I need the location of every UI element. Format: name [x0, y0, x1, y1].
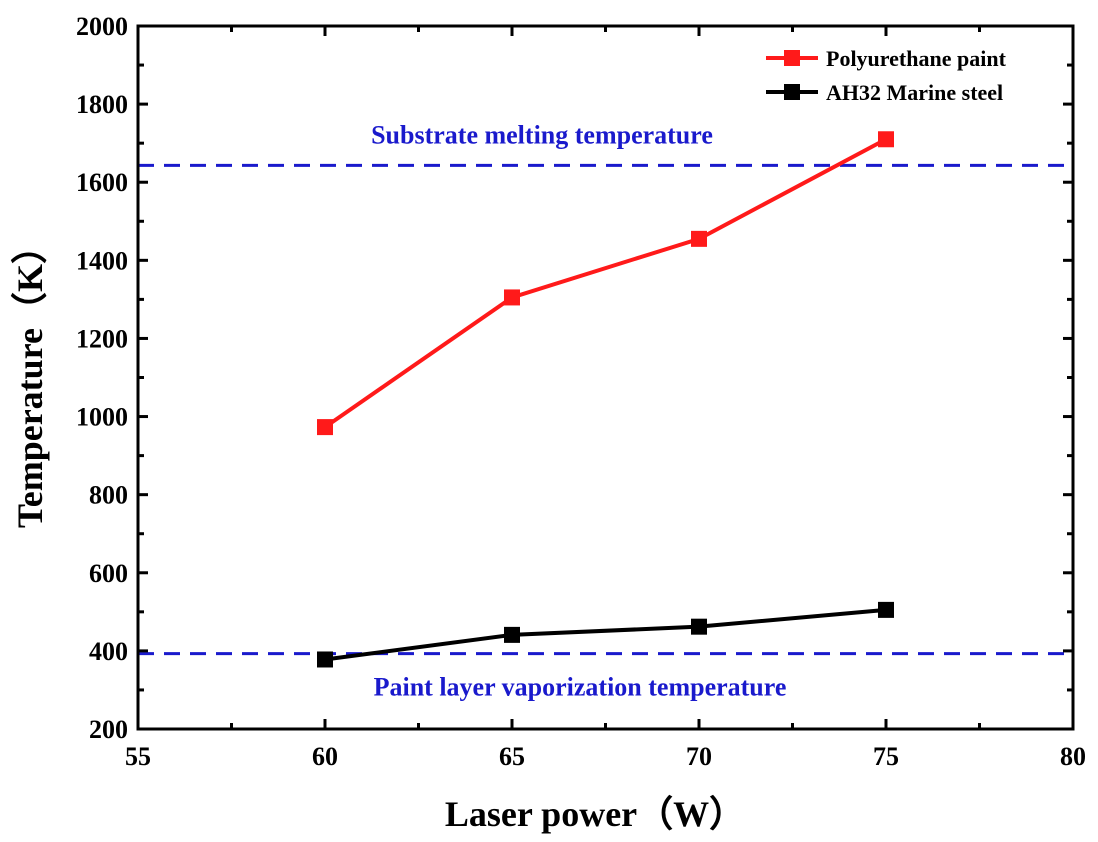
series-line: [323, 137, 887, 429]
y-tick-label: 400: [89, 637, 128, 666]
legend: Polyurethane paint AH32 Marine steel: [766, 46, 1007, 105]
data-point: [691, 230, 707, 247]
y-tick-label: 200: [89, 715, 128, 744]
y-tick-label: 600: [89, 559, 128, 588]
reference-line-label: Paint layer vaporization temperature: [374, 673, 787, 702]
y-tick-label: 1000: [76, 403, 128, 432]
reference-lines: Substrate melting temperature Paint layer…: [138, 120, 1073, 702]
data-point: [691, 618, 707, 635]
legend-label: Polyurethane paint: [826, 46, 1007, 71]
data-point: [504, 626, 520, 643]
x-tick-label: 55: [125, 742, 151, 771]
axis-ticks: 55 60 65 70 75 80 200 400 600 800 1000 1200 1400 1600…: [76, 12, 1086, 771]
y-tick-label: 1400: [76, 246, 128, 275]
x-tick-label: 60: [312, 742, 338, 771]
reference-line-label: Substrate melting temperature: [371, 120, 713, 149]
x-tick-label: 80: [1060, 742, 1086, 771]
x-tick-label: 65: [499, 742, 525, 771]
y-tick-label: 2000: [76, 12, 128, 41]
plot-frame: [136, 24, 1075, 731]
data-point: [504, 289, 520, 306]
y-axis-title: Temperature（K）: [10, 228, 50, 528]
data-point: [317, 651, 333, 668]
data-point: [878, 601, 894, 618]
x-tick-label: 70: [686, 742, 712, 771]
y-tick-label: 1200: [76, 324, 128, 353]
y-tick-label: 1600: [76, 168, 128, 197]
legend-marker: [784, 50, 800, 66]
x-axis-title: Laser power（W）: [445, 794, 745, 834]
legend-marker: [784, 84, 800, 100]
y-tick-label: 1800: [76, 90, 128, 119]
legend-label: AH32 Marine steel: [826, 80, 1003, 105]
data-series: [317, 131, 894, 668]
data-point: [878, 131, 894, 148]
y-tick-label: 800: [89, 481, 128, 510]
x-tick-label: 75: [873, 742, 899, 771]
data-point: [317, 419, 333, 436]
series-line: [324, 607, 887, 662]
